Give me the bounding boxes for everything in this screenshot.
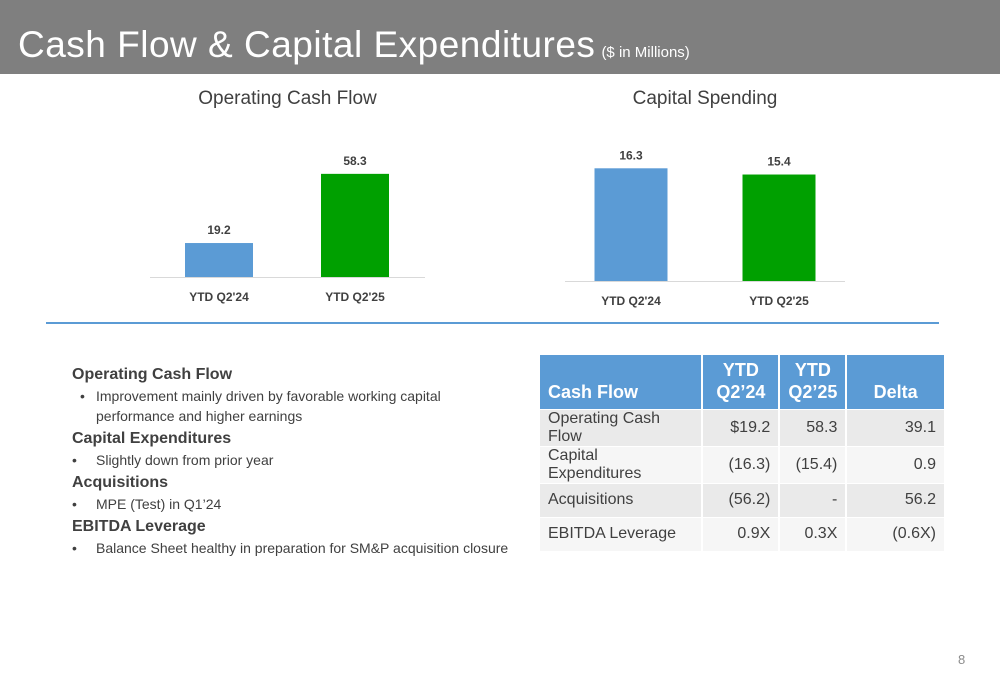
bar-1	[594, 168, 668, 281]
table-row: Acquisitions (56.2) -56.2	[540, 483, 944, 517]
table-cell: 56.2	[846, 483, 944, 517]
bar-1	[185, 243, 253, 277]
bullet-icon: •	[72, 540, 77, 556]
note-bullet: • Balance Sheet healthy in preparation fo…	[72, 538, 512, 558]
note-bullet-text: Improvement mainly driven by favorable w…	[96, 388, 441, 424]
note-bullet: • Improvement mainly driven by favorable …	[72, 386, 512, 426]
table-header-ytd-q2-24: YTD Q2’24	[702, 355, 781, 410]
table-cell: (56.2)	[702, 483, 781, 517]
table-cell: $19.2	[702, 409, 781, 447]
note-bullet-text: Balance Sheet healthy in preparation for…	[96, 540, 509, 556]
table-cell: 0.9	[846, 446, 944, 484]
operating-cash-flow-chart: 19.2 YTD Q2'24 58.3 YTD Q2'25 Operating Cas…	[150, 88, 425, 320]
bar-data-label-1: 16.3	[619, 148, 643, 162]
bullet-icon: •	[72, 496, 77, 512]
page-title-text: Cash Flow & Capital Expenditures	[18, 24, 596, 65]
bar-chart-svg: 16.3 YTD Q2'24 15.4 YTD Q2'25	[565, 148, 845, 308]
commentary-notes: Operating Cash Flow • Improvement mainly d…	[72, 362, 512, 560]
table-row: EBITDA Leverage 0.9X 0.3X (0.6X)	[540, 516, 944, 551]
table-cell: Operating Cash Flow	[540, 409, 704, 447]
note-heading: Operating Cash Flow	[72, 366, 233, 383]
table-header-cash-flow: Cash Flow	[540, 355, 704, 410]
table-row: Capital Expenditures (16.3) (15.4) 0.9	[540, 446, 944, 484]
category-tick-label-1: YTD Q2'24	[601, 294, 661, 308]
category-tick-label-2: YTD Q2'25	[749, 294, 809, 308]
table-cell: 0.3X	[779, 516, 848, 551]
table-header-row: Cash Flow YTD Q2’24 YTD Q2’25 Delta	[540, 355, 944, 410]
table-cell: 0.9X	[702, 516, 781, 551]
table-cell: (0.6X)	[846, 516, 944, 551]
chart-title: Operating Cash Flow	[198, 88, 377, 109]
title-bar	[0, 0, 1000, 74]
table-cell: (15.4)	[779, 446, 848, 484]
section-divider	[46, 322, 939, 324]
note-bullet-text: MPE (Test) in Q1’24	[96, 496, 222, 512]
bullet-icon: •	[80, 388, 85, 404]
table-cell: EBITDA Leverage	[540, 516, 704, 551]
page-number: 8	[958, 652, 966, 667]
table-cell: (16.3)	[702, 446, 781, 484]
capital-spending-chart: 16.3 YTD Q2'24 15.4 YTD Q2'25 Capital Spend…	[565, 88, 845, 320]
table-cell: -	[779, 483, 848, 517]
category-tick-label-1: YTD Q2'24	[189, 290, 249, 304]
table-cell: Capital Expenditures	[540, 446, 704, 484]
note-heading: Acquisitions	[72, 474, 169, 491]
bar-data-label-2: 58.3	[343, 154, 367, 168]
note-bullet-text: Slightly down from prior year	[96, 452, 274, 468]
table-row: Operating Cash Flow $19.2 58.3 39.1	[540, 409, 944, 447]
note-bullet: • Slightly down from prior year	[72, 450, 512, 470]
table-cell: Acquisitions	[540, 483, 704, 517]
note-heading: Capital Expenditures	[72, 430, 232, 447]
bar-data-label-2: 15.4	[767, 155, 791, 169]
page-subtitle: ($ in Millions)	[601, 44, 690, 61]
note-bullet: • MPE (Test) in Q1’24	[72, 494, 512, 514]
page-title: Cash Flow & Capital Expenditures ($ in Mi…	[18, 24, 690, 66]
bar-2	[321, 173, 389, 277]
table-cell: 58.3	[779, 409, 848, 447]
bar-chart-svg: 19.2 YTD Q2'24 58.3 YTD Q2'25	[150, 154, 425, 304]
table-header-delta: Delta	[846, 355, 944, 410]
cash-flow-table: Cash Flow YTD Q2’24 YTD Q2’25 Delta Operat…	[540, 355, 944, 551]
category-tick-label-2: YTD Q2'25	[325, 290, 385, 304]
chart-title: Capital Spending	[632, 88, 778, 109]
note-heading: EBITDA Leverage	[72, 518, 206, 535]
bullet-icon: •	[72, 452, 77, 468]
table-header-ytd-q2-25: YTD Q2’25	[779, 355, 848, 410]
bar-2	[742, 174, 816, 281]
bar-data-label-1: 19.2	[207, 223, 231, 237]
table-cell: 39.1	[846, 409, 944, 447]
